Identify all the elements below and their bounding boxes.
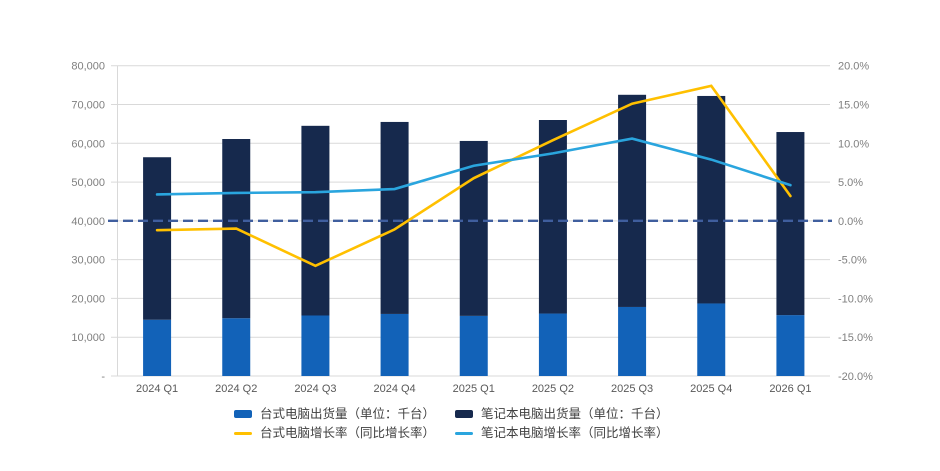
x-axis-label: 2024 Q3 xyxy=(294,383,336,395)
y-axis-left-tick: 60,000 xyxy=(71,138,105,150)
bar-segment-desktop xyxy=(459,315,488,376)
bar-segment-desktop xyxy=(380,313,409,376)
desktop-growth-line xyxy=(155,84,792,268)
x-axis-label: 2025 Q4 xyxy=(690,383,732,395)
bar-segment-desktop xyxy=(538,313,567,376)
bar-segment-desktop xyxy=(301,315,330,376)
laptop-shipments-swatch xyxy=(455,410,473,418)
y-axis-left-tick: - xyxy=(101,371,105,383)
laptop-growth-line-swatch xyxy=(455,431,473,435)
y-axis-left-tick: 70,000 xyxy=(71,99,105,111)
legend-label: 笔记本电脑出货量（单位：千台） xyxy=(481,407,669,421)
bars-group xyxy=(143,94,805,376)
legend-item-desktop-growth: 台式电脑增长率（同比增长率） xyxy=(234,425,435,441)
y-axis-right-tick: -5.0% xyxy=(838,255,867,267)
y-axis-left-tick: 10,000 xyxy=(71,332,105,344)
y-axis-right-tick: 0.0% xyxy=(838,216,863,228)
legend-item-laptop-shipments: 笔记本电脑出货量（单位：千台） xyxy=(455,406,669,422)
bar-segment-laptop xyxy=(459,140,488,316)
x-axis-label: 2025 Q3 xyxy=(611,383,653,395)
x-axis-label: 2025 Q2 xyxy=(532,383,574,395)
bar-segment-laptop xyxy=(697,95,726,304)
desktop-growth-line-swatch xyxy=(234,431,252,435)
bar-segment-laptop xyxy=(538,120,567,314)
x-axis: 2024 Q1 2024 Q2 2024 Q3 2024 Q4 2025 Q1 2025 … xyxy=(136,383,812,395)
legend-label: 台式电脑出货量（单位：千台） xyxy=(260,407,436,421)
legend-item-desktop-shipments: 台式电脑出货量（单位：千台） xyxy=(234,406,435,422)
y-axis-left-tick: 20,000 xyxy=(71,293,105,305)
legend-label: 台式电脑增长率（同比增长率） xyxy=(260,426,436,440)
bar-segment-laptop xyxy=(618,94,647,307)
y-axis-right-tick: -10.0% xyxy=(838,293,873,305)
y-axis-right-tick: -15.0% xyxy=(838,332,873,344)
y-axis-left-tick: 80,000 xyxy=(71,61,105,73)
bar-segment-desktop xyxy=(776,315,805,376)
bar-segment-desktop xyxy=(143,319,172,376)
y-axis-right-tick: 5.0% xyxy=(838,177,863,189)
x-axis-label: 2026 Q1 xyxy=(769,383,811,395)
x-axis-label: 2024 Q1 xyxy=(136,383,178,395)
y-axis-left-tick: 40,000 xyxy=(71,216,105,228)
y-axis-left-tick: 50,000 xyxy=(71,177,105,189)
bar-segment-laptop xyxy=(380,121,409,314)
laptop-growth-line xyxy=(155,137,792,196)
desktop-shipments-swatch xyxy=(234,410,252,418)
legend-item-laptop-growth: 笔记本电脑增长率（同比增长率） xyxy=(455,425,669,441)
y-axis-right-tick: 10.0% xyxy=(838,138,869,150)
y-axis-right: 20.0% 15.0% 10.0% 5.0% 0.0% -5.0% -10.0% -15.0%… xyxy=(838,61,873,383)
combo-chart-plot: 80,000 70,000 60,000 50,000 40,000 30,000 20,0… xyxy=(71,61,873,395)
x-axis-label: 2025 Q1 xyxy=(453,383,495,395)
x-axis-label: 2024 Q4 xyxy=(373,383,415,395)
bar-segment-laptop xyxy=(143,157,172,320)
y-axis-left: 80,000 70,000 60,000 50,000 40,000 30,000 20,0… xyxy=(71,61,105,383)
bar-segment-desktop xyxy=(697,303,726,376)
bar-segment-desktop xyxy=(222,318,251,376)
bar-segment-laptop xyxy=(776,132,805,316)
y-axis-left-tick: 30,000 xyxy=(71,255,105,267)
y-axis-right-tick: -20.0% xyxy=(838,371,873,383)
legend-label: 笔记本电脑增长率（同比增长率） xyxy=(481,426,669,440)
y-axis-right-tick: 15.0% xyxy=(838,99,869,111)
bar-segment-desktop xyxy=(618,306,647,376)
x-axis-label: 2024 Q2 xyxy=(215,383,257,395)
y-axis-right-tick: 20.0% xyxy=(838,61,869,73)
